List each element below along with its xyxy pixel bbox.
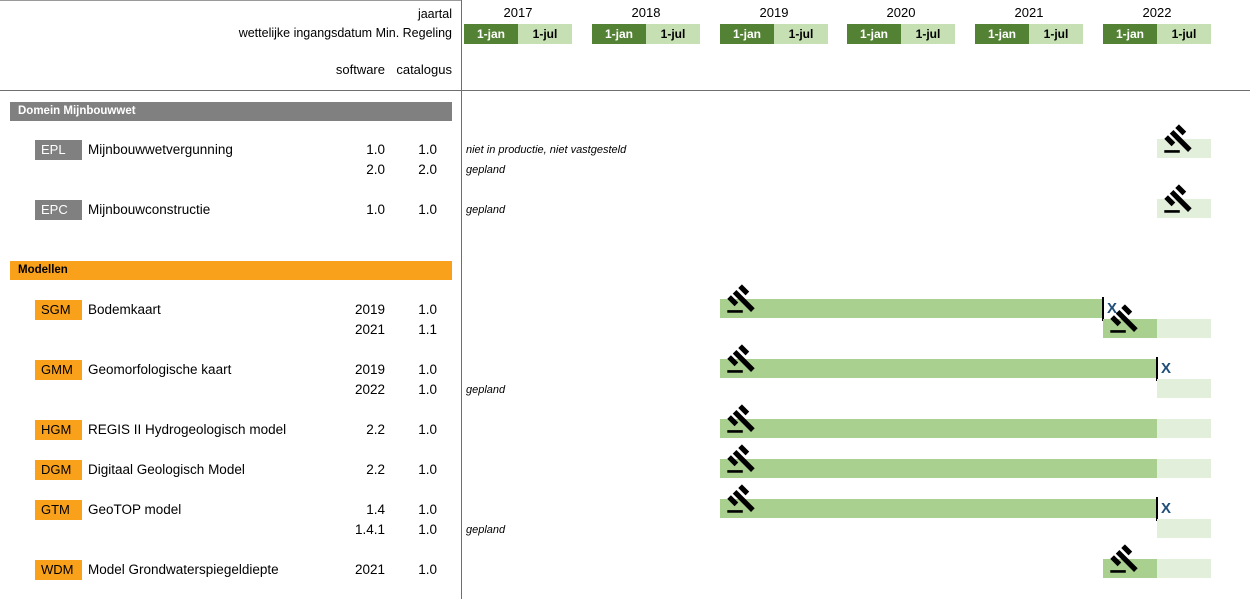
catalogus-version-HGM-v1: 1.0 — [418, 422, 437, 437]
software-version-EPL-v2: 2.0 — [366, 162, 385, 177]
software-version-HGM-v1: 2.2 — [366, 422, 385, 437]
product-name-EPL: Mijnbouwwetvergunning — [88, 142, 233, 157]
timeline-bar-DGM-v1-pale — [1157, 459, 1211, 478]
timeline-bar-GTM-v2-pale — [1157, 519, 1211, 538]
timeline-bar-WDM-v1-pale — [1157, 559, 1211, 578]
catalogus-version-EPC-v1: 1.0 — [418, 202, 437, 217]
half-cell-2018-jan: 1-jan — [592, 24, 646, 44]
product-badge-EPC: EPC — [35, 200, 82, 220]
half-cell-2021-jan: 1-jan — [975, 24, 1029, 44]
gavel-icon-DGM-v1 — [726, 443, 757, 474]
product-name-DGM: Digitaal Geologisch Model — [88, 462, 245, 477]
min-regeling-axis-label: wettelijke ingangsdatum Min. Regeling — [238, 26, 452, 40]
product-badge-GMM: GMM — [35, 360, 82, 380]
timeline-bar-HGM-v1-solid — [720, 419, 1157, 438]
catalogus-version-SGM-v1: 1.0 — [418, 302, 437, 317]
software-version-SGM-v1: 2019 — [354, 302, 385, 317]
timeline-bar-GTM-v1-solid — [720, 499, 1157, 518]
catalogus-version-GTM-v2: 1.0 — [418, 522, 437, 537]
gavel-icon-SGM-v2 — [1109, 303, 1140, 334]
catalogus-version-WDM-v1: 1.0 — [418, 562, 437, 577]
gavel-icon-EPL-v1 — [1163, 123, 1194, 154]
product-badge-EPL: EPL — [35, 140, 82, 160]
catalogus-version-GMM-v1: 1.0 — [418, 362, 437, 377]
catalogus-version-GMM-v2: 1.0 — [418, 382, 437, 397]
year-label-2018: 2018 — [631, 5, 661, 20]
catalogus-version-EPL-v1: 1.0 — [418, 142, 437, 157]
half-cell-2017-jul: 1-jul — [518, 24, 572, 44]
header-divider-line — [0, 90, 1250, 91]
end-marker-x-GMM-v1: X — [1161, 360, 1172, 377]
gavel-icon-SGM-v1 — [726, 283, 757, 314]
end-line-GMM-v1 — [1156, 357, 1158, 381]
note-EPL-v2: gepland — [466, 164, 506, 176]
gavel-icon-HGM-v1 — [726, 403, 757, 434]
timeline-bar-HGM-v1-pale — [1157, 419, 1211, 438]
software-version-GMM-v2: 2022 — [354, 382, 385, 397]
half-cell-2018-jul: 1-jul — [646, 24, 700, 44]
product-name-GTM: GeoTOP model — [88, 502, 182, 517]
product-name-SGM: Bodemkaart — [88, 302, 161, 317]
end-marker-x-GTM-v1: X — [1161, 500, 1172, 517]
software-column-header: software — [335, 62, 385, 77]
note-GMM-v2: gepland — [466, 384, 506, 396]
half-cell-2019-jul: 1-jul — [774, 24, 828, 44]
catalogus-version-DGM-v1: 1.0 — [418, 462, 437, 477]
gavel-icon-WDM-v1 — [1109, 543, 1140, 574]
gavel-icon-GTM-v1 — [726, 483, 757, 514]
product-name-HGM: REGIS II Hydrogeologisch model — [88, 422, 287, 437]
software-version-EPC-v1: 1.0 — [366, 202, 385, 217]
end-marker-x-SGM-v1: X — [1107, 300, 1118, 317]
gavel-icon-EPC-v1 — [1163, 183, 1194, 214]
half-cell-2020-jan: 1-jan — [847, 24, 901, 44]
year-label-2021: 2021 — [1014, 5, 1044, 20]
note-EPL-v1: niet in productie, niet vastgesteld — [466, 144, 627, 156]
product-badge-GTM: GTM — [35, 500, 82, 520]
catalogus-version-GTM-v1: 1.0 — [418, 502, 437, 517]
year-label-2019: 2019 — [759, 5, 789, 20]
jaartal-axis-label: jaartal — [417, 7, 452, 21]
year-label-2022: 2022 — [1142, 5, 1172, 20]
section-header-modellen: Modellen — [10, 261, 452, 280]
timeline-bar-SGM-v1-solid — [720, 299, 1103, 318]
timeline-bar-GMM-v2-pale — [1157, 379, 1211, 398]
timeline-bar-SGM-v2-pale — [1157, 319, 1211, 338]
software-version-GTM-v1: 1.4 — [366, 502, 385, 517]
product-badge-DGM: DGM — [35, 460, 82, 480]
end-line-GTM-v1 — [1156, 497, 1158, 521]
catalogus-column-header: catalogus — [396, 62, 452, 77]
year-label-2020: 2020 — [886, 5, 916, 20]
software-version-SGM-v2: 2021 — [354, 322, 385, 337]
software-version-WDM-v1: 2021 — [354, 562, 385, 577]
timeline-bar-DGM-v1-solid — [720, 459, 1157, 478]
half-cell-2019-jan: 1-jan — [720, 24, 774, 44]
product-name-WDM: Model Grondwaterspiegeldiepte — [88, 562, 279, 577]
end-line-SGM-v1 — [1102, 297, 1104, 321]
software-version-DGM-v1: 2.2 — [366, 462, 385, 477]
year-label-2017: 2017 — [503, 5, 533, 20]
half-cell-2017-jan: 1-jan — [464, 24, 518, 44]
vertical-divider-line — [461, 0, 462, 599]
timeline-bar-GMM-v1-solid — [720, 359, 1157, 378]
software-version-GTM-v2: 1.4.1 — [354, 522, 385, 537]
half-cell-2021-jul: 1-jul — [1029, 24, 1083, 44]
half-cell-2022-jul: 1-jul — [1157, 24, 1211, 44]
note-GTM-v2: gepland — [466, 524, 506, 536]
product-name-GMM: Geomorfologische kaart — [88, 362, 232, 377]
product-badge-WDM: WDM — [35, 560, 82, 580]
half-cell-2020-jul: 1-jul — [901, 24, 955, 44]
software-version-GMM-v1: 2019 — [354, 362, 385, 377]
software-version-EPL-v1: 1.0 — [366, 142, 385, 157]
product-badge-HGM: HGM — [35, 420, 82, 440]
section-header-mijnbouwwet: Domein Mijnbouwwet — [10, 102, 452, 121]
gavel-icon-GMM-v1 — [726, 343, 757, 374]
note-EPC-v1: gepland — [466, 204, 506, 216]
product-badge-SGM: SGM — [35, 300, 82, 320]
catalogus-version-EPL-v2: 2.0 — [418, 162, 437, 177]
catalogus-version-SGM-v2: 1.1 — [418, 322, 437, 337]
top-border-line — [0, 0, 462, 1]
half-cell-2022-jan: 1-jan — [1103, 24, 1157, 44]
product-name-EPC: Mijnbouwconstructie — [88, 202, 211, 217]
